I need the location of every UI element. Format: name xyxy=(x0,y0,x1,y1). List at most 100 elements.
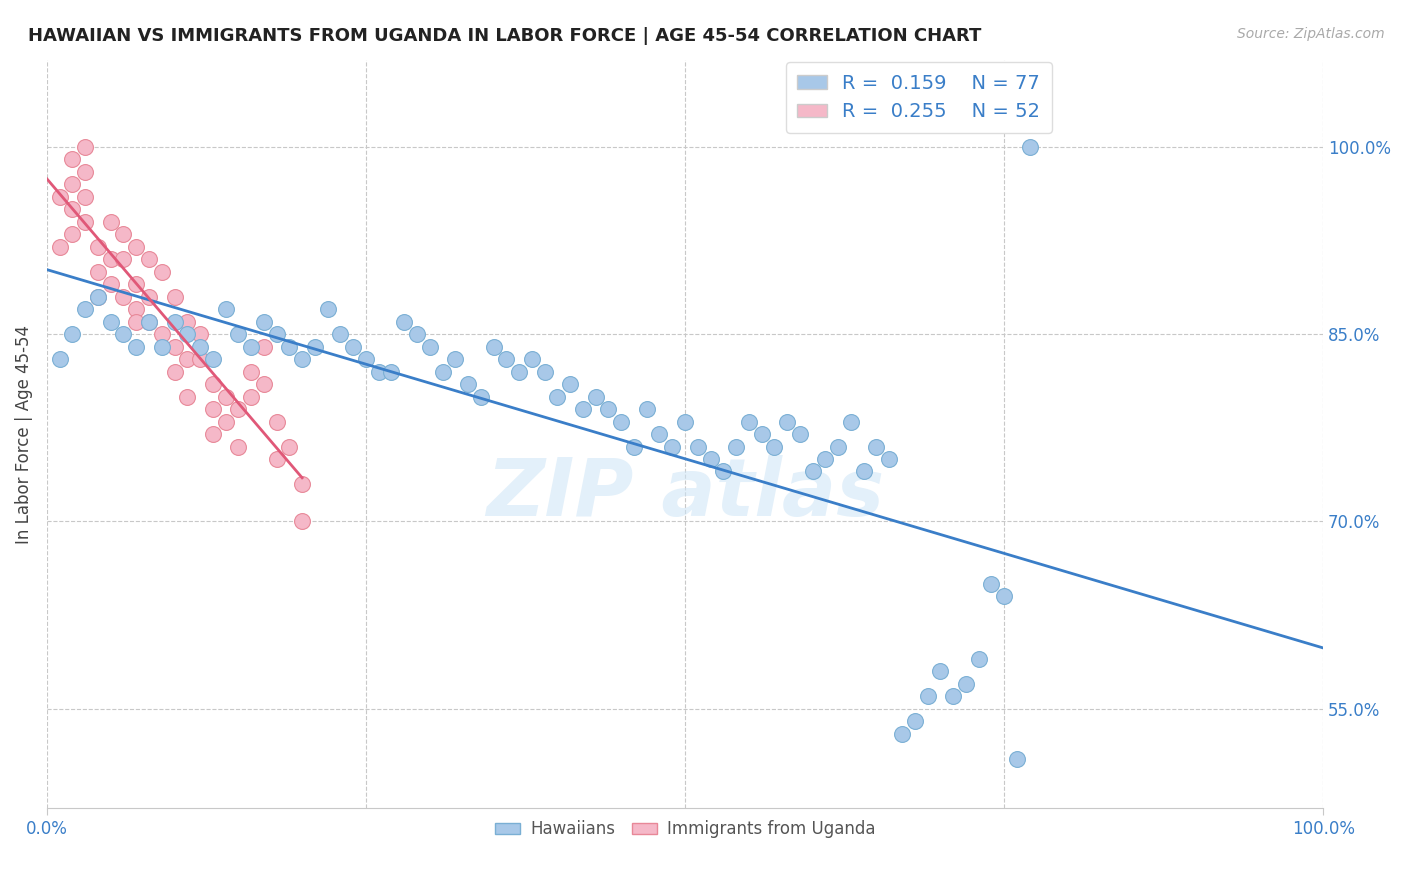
Legend: Hawaiians, Immigrants from Uganda: Hawaiians, Immigrants from Uganda xyxy=(488,814,882,845)
Point xyxy=(240,340,263,354)
Point xyxy=(839,415,862,429)
Point xyxy=(214,302,236,317)
Point xyxy=(87,290,110,304)
Point xyxy=(852,465,875,479)
Point xyxy=(993,589,1015,603)
Point xyxy=(291,515,314,529)
Point xyxy=(444,352,467,367)
Point xyxy=(904,714,927,728)
Point xyxy=(380,365,402,379)
Point xyxy=(278,440,301,454)
Point xyxy=(955,676,977,690)
Point xyxy=(406,327,429,342)
Point xyxy=(827,440,849,454)
Point xyxy=(201,352,224,367)
Point xyxy=(801,465,824,479)
Point xyxy=(776,415,799,429)
Point xyxy=(495,352,517,367)
Point xyxy=(75,165,97,179)
Point xyxy=(470,390,492,404)
Point xyxy=(266,327,288,342)
Point xyxy=(457,377,479,392)
Point xyxy=(253,315,276,329)
Point xyxy=(100,252,122,267)
Point xyxy=(62,202,84,217)
Point xyxy=(980,576,1002,591)
Point xyxy=(150,265,173,279)
Point xyxy=(188,352,211,367)
Point xyxy=(367,365,389,379)
Point xyxy=(62,178,84,192)
Point xyxy=(789,427,811,442)
Point xyxy=(214,415,236,429)
Point xyxy=(329,327,352,342)
Point xyxy=(598,402,620,417)
Point xyxy=(394,315,416,329)
Point xyxy=(967,651,990,665)
Point xyxy=(253,377,276,392)
Point xyxy=(112,252,135,267)
Point xyxy=(929,664,952,678)
Point xyxy=(125,340,148,354)
Point xyxy=(240,390,263,404)
Point xyxy=(87,240,110,254)
Point xyxy=(1005,751,1028,765)
Point xyxy=(62,327,84,342)
Text: HAWAIIAN VS IMMIGRANTS FROM UGANDA IN LABOR FORCE | AGE 45-54 CORRELATION CHART: HAWAIIAN VS IMMIGRANTS FROM UGANDA IN LA… xyxy=(28,27,981,45)
Point xyxy=(725,440,748,454)
Point xyxy=(163,315,186,329)
Point xyxy=(112,227,135,242)
Point xyxy=(176,327,198,342)
Point xyxy=(75,140,97,154)
Point xyxy=(572,402,595,417)
Point xyxy=(291,352,314,367)
Point xyxy=(188,340,211,354)
Point xyxy=(201,377,224,392)
Point xyxy=(648,427,671,442)
Point xyxy=(138,315,160,329)
Point xyxy=(623,440,645,454)
Point xyxy=(100,215,122,229)
Point xyxy=(763,440,786,454)
Point xyxy=(150,327,173,342)
Point xyxy=(48,240,70,254)
Point xyxy=(125,302,148,317)
Point xyxy=(699,452,721,467)
Point xyxy=(342,340,364,354)
Point xyxy=(48,352,70,367)
Point xyxy=(316,302,339,317)
Point xyxy=(636,402,658,417)
Point xyxy=(75,190,97,204)
Point xyxy=(877,452,900,467)
Point xyxy=(266,415,288,429)
Point xyxy=(201,427,224,442)
Point xyxy=(533,365,555,379)
Point xyxy=(546,390,568,404)
Point xyxy=(100,315,122,329)
Point xyxy=(354,352,377,367)
Point xyxy=(738,415,761,429)
Point xyxy=(942,689,965,703)
Point xyxy=(112,290,135,304)
Point xyxy=(75,215,97,229)
Point xyxy=(188,327,211,342)
Point xyxy=(228,440,250,454)
Point xyxy=(508,365,530,379)
Point xyxy=(163,365,186,379)
Point xyxy=(240,365,263,379)
Point xyxy=(112,327,135,342)
Point xyxy=(75,302,97,317)
Point xyxy=(150,340,173,354)
Point xyxy=(673,415,696,429)
Point xyxy=(163,340,186,354)
Point xyxy=(228,327,250,342)
Point xyxy=(138,315,160,329)
Point xyxy=(87,265,110,279)
Point xyxy=(163,290,186,304)
Point xyxy=(228,402,250,417)
Point xyxy=(585,390,607,404)
Point xyxy=(482,340,505,354)
Point xyxy=(100,277,122,292)
Point xyxy=(419,340,441,354)
Point xyxy=(917,689,939,703)
